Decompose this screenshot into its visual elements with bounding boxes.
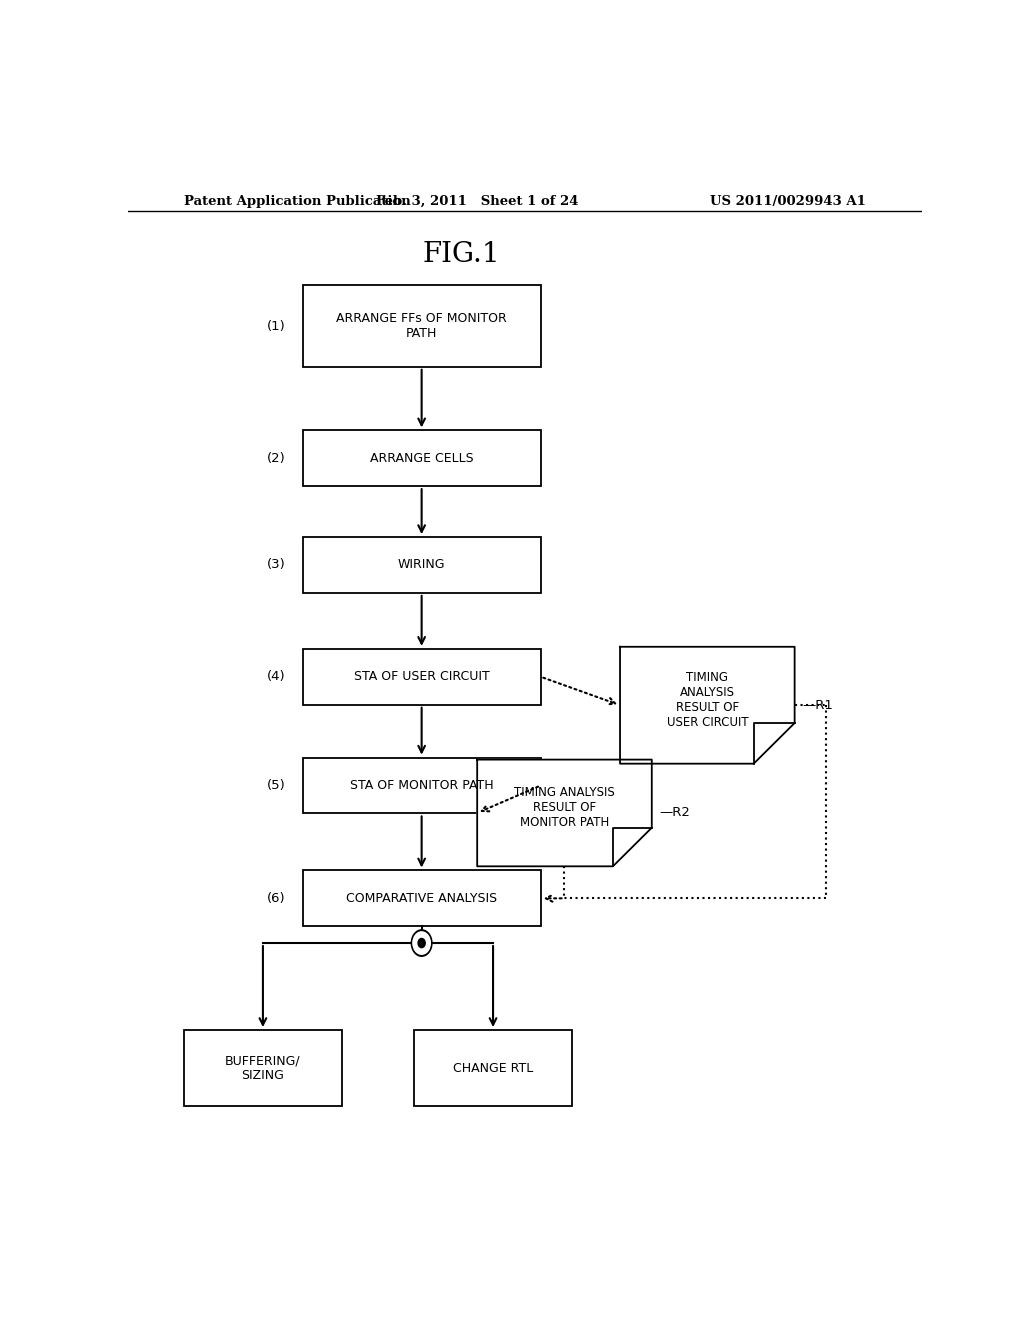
Bar: [303, 537, 541, 593]
Text: TIMING ANALYSIS
RESULT OF
MONITOR PATH: TIMING ANALYSIS RESULT OF MONITOR PATH: [514, 787, 614, 829]
Text: FIG.1: FIG.1: [423, 242, 500, 268]
Text: ARRANGE CELLS: ARRANGE CELLS: [370, 451, 473, 465]
Bar: [303, 430, 541, 486]
Bar: [303, 758, 541, 813]
Circle shape: [418, 939, 425, 948]
Text: —R1: —R1: [803, 698, 834, 711]
Text: STA OF USER CIRCUIT: STA OF USER CIRCUIT: [353, 671, 489, 684]
Text: (4): (4): [266, 671, 285, 684]
Bar: [414, 1030, 572, 1106]
Circle shape: [413, 932, 430, 954]
Text: (6): (6): [266, 892, 285, 904]
Circle shape: [412, 929, 432, 956]
Polygon shape: [477, 759, 652, 866]
Text: WIRING: WIRING: [398, 558, 445, 572]
Text: (1): (1): [266, 319, 285, 333]
Bar: [303, 285, 541, 367]
Text: STA OF MONITOR PATH: STA OF MONITOR PATH: [350, 779, 494, 792]
Text: —R2: —R2: [659, 807, 690, 820]
Text: TIMING
ANALYSIS
RESULT OF
USER CIRCUIT: TIMING ANALYSIS RESULT OF USER CIRCUIT: [667, 671, 749, 729]
Text: Patent Application Publication: Patent Application Publication: [183, 194, 411, 207]
Text: (5): (5): [266, 779, 285, 792]
Text: (2): (2): [266, 451, 285, 465]
Polygon shape: [620, 647, 795, 764]
Text: CHANGE RTL: CHANGE RTL: [453, 1061, 534, 1074]
Bar: [183, 1030, 342, 1106]
Text: ARRANGE FFs OF MONITOR
PATH: ARRANGE FFs OF MONITOR PATH: [336, 312, 507, 341]
Bar: [303, 870, 541, 927]
Bar: [303, 649, 541, 705]
Text: BUFFERING/
SIZING: BUFFERING/ SIZING: [225, 1055, 301, 1082]
Text: Feb. 3, 2011   Sheet 1 of 24: Feb. 3, 2011 Sheet 1 of 24: [376, 194, 579, 207]
Text: US 2011/0029943 A1: US 2011/0029943 A1: [711, 194, 866, 207]
Text: COMPARATIVE ANALYSIS: COMPARATIVE ANALYSIS: [346, 892, 498, 904]
Text: (3): (3): [266, 558, 285, 572]
